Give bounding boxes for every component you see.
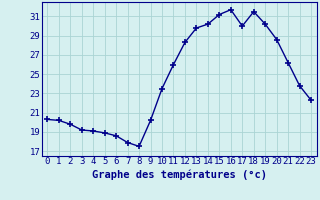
X-axis label: Graphe des températures (°c): Graphe des températures (°c) <box>92 169 267 180</box>
